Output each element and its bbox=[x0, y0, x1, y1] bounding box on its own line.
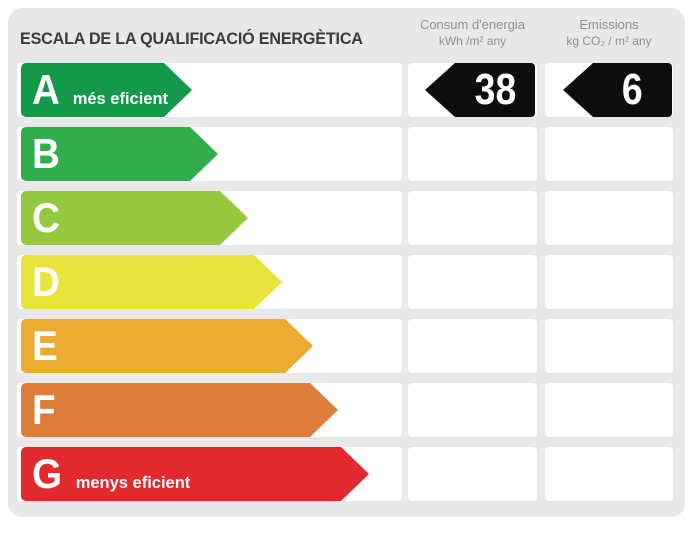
rating-arrow-body: C bbox=[21, 191, 220, 245]
consum-cell-b bbox=[408, 127, 537, 181]
rating-letter: G bbox=[32, 450, 63, 497]
rating-arrow-tip bbox=[310, 383, 338, 437]
consum-cell-a: 38 bbox=[408, 63, 537, 117]
page-title: ESCALA DE LA QUALIFICACIÓ ENERGÈTICA bbox=[20, 29, 363, 48]
rating-arrow-tip bbox=[190, 127, 218, 181]
rating-row-f: F bbox=[8, 383, 685, 437]
rating-arrow-body: E bbox=[21, 319, 285, 373]
rating-arrow-body: B bbox=[21, 127, 190, 181]
indicator-arrow-body: 38 bbox=[455, 63, 535, 117]
indicator-arrow-body: 6 bbox=[593, 63, 672, 117]
column-header-emissions-unit: kg CO₂ / m² any bbox=[566, 34, 652, 48]
column-header-consum-unit: kWh /m² any bbox=[438, 34, 507, 48]
consum-cell-f bbox=[408, 383, 537, 437]
rating-letter: E bbox=[32, 322, 58, 369]
rating-letter: D bbox=[32, 258, 60, 305]
emissions-cell-c bbox=[545, 191, 673, 245]
rating-row-c: C bbox=[8, 191, 685, 245]
rating-arrow-tip bbox=[220, 191, 248, 245]
consum-indicator-arrow: 38 bbox=[425, 63, 535, 117]
emissions-cell-e bbox=[545, 319, 673, 373]
rating-arrow-b: B bbox=[21, 127, 218, 181]
column-header-consum: Consum d'energia kWh /m² any bbox=[408, 16, 537, 49]
indicator-arrow-tip-icon bbox=[425, 63, 455, 117]
consum-cell-g bbox=[408, 447, 537, 501]
emissions-indicator-arrow: 6 bbox=[563, 63, 672, 117]
rating-arrow-e: E bbox=[21, 319, 313, 373]
emissions-cell-b bbox=[545, 127, 673, 181]
column-header-emissions: Emissions kg CO₂ / m² any bbox=[545, 16, 673, 49]
consum-cell-e bbox=[408, 319, 537, 373]
rating-arrow-d: D bbox=[21, 255, 282, 309]
rating-arrow-tip bbox=[254, 255, 282, 309]
indicator-arrow-tip-icon bbox=[563, 63, 593, 117]
rating-arrow-tip bbox=[285, 319, 313, 373]
rating-row-b: B bbox=[8, 127, 685, 181]
emissions-cell-g bbox=[545, 447, 673, 501]
rating-row-d: D bbox=[8, 255, 685, 309]
consum-cell-d bbox=[408, 255, 537, 309]
rating-note: menys eficient bbox=[75, 473, 190, 492]
rating-arrow-c: C bbox=[21, 191, 248, 245]
emissions-cell-a: 6 bbox=[545, 63, 673, 117]
rating-arrow-body: D bbox=[21, 255, 254, 309]
emissions-cell-d bbox=[545, 255, 673, 309]
rating-note: més eficient bbox=[73, 89, 169, 108]
rating-arrow-body: F bbox=[21, 383, 310, 437]
rating-arrow-tip bbox=[341, 447, 369, 501]
rating-letter: B bbox=[32, 130, 60, 177]
rating-letter: F bbox=[32, 386, 56, 433]
emissions-value: 6 bbox=[622, 65, 643, 114]
consum-value: 38 bbox=[474, 65, 516, 114]
rating-row-e: E bbox=[8, 319, 685, 373]
rating-arrow-f: F bbox=[21, 383, 338, 437]
rating-letter: A bbox=[32, 66, 60, 113]
energy-scale-panel: ESCALA DE LA QUALIFICACIÓ ENERGÈTICA Con… bbox=[8, 8, 685, 517]
emissions-cell-f bbox=[545, 383, 673, 437]
consum-cell-c bbox=[408, 191, 537, 245]
rating-letter: C bbox=[32, 194, 60, 241]
column-header-emissions-name: Emissions bbox=[579, 17, 639, 32]
column-header-consum-name: Consum d'energia bbox=[419, 17, 526, 32]
rating-arrow-tip bbox=[164, 63, 192, 117]
